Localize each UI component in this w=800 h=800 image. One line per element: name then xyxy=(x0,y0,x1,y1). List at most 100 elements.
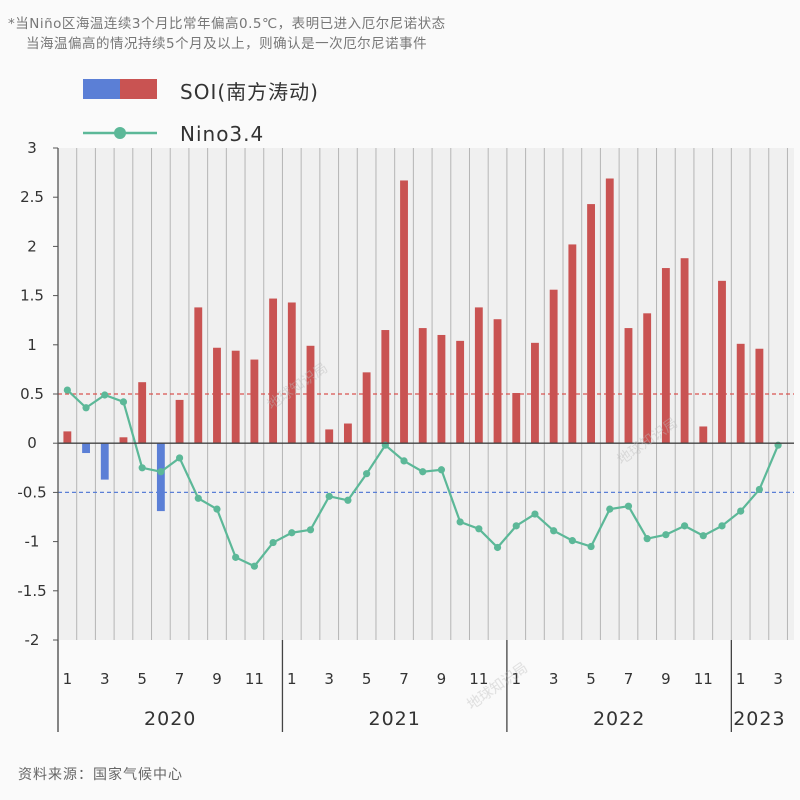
x-tick-label: 9 xyxy=(437,670,447,688)
y-tick-label: 0.5 xyxy=(20,385,44,403)
y-tick-label: 2 xyxy=(27,237,37,255)
x-tick-label: 3 xyxy=(549,670,559,688)
nino34-point xyxy=(269,538,277,547)
soi-bar xyxy=(624,328,633,444)
nino34-point xyxy=(325,492,333,500)
year-label: 2021 xyxy=(368,708,420,730)
soi-bar xyxy=(231,350,240,444)
soi-bar xyxy=(456,340,465,444)
x-tick-label: 1 xyxy=(736,670,746,688)
soi-bar xyxy=(512,393,521,444)
soi-bar xyxy=(82,443,90,454)
soi-bar xyxy=(474,307,483,444)
footnote-line-2: 当海温偏高的情况持续5个月及以上，则确认是一次厄尔尼诺事件 xyxy=(26,36,428,52)
soi-bar xyxy=(381,330,390,444)
soi-bar xyxy=(119,437,128,444)
nino34-point xyxy=(475,525,483,533)
x-tick-label: 9 xyxy=(212,670,222,688)
soi-bar xyxy=(213,347,221,444)
x-tick-label: 1 xyxy=(511,670,521,688)
soi-bar xyxy=(63,431,72,444)
soi-bar xyxy=(269,298,278,444)
x-tick-label: 5 xyxy=(137,670,147,688)
soi-bar xyxy=(568,244,577,444)
nino34-point xyxy=(82,404,90,412)
nino34-point xyxy=(699,532,707,540)
nino34-point xyxy=(531,510,539,518)
soi-bar xyxy=(437,334,446,444)
legend-soi-negative-swatch xyxy=(83,79,120,99)
nino34-point xyxy=(419,468,427,476)
soi-bar xyxy=(362,372,371,444)
nino34-point xyxy=(718,522,726,530)
nino34-point xyxy=(306,526,315,534)
nino34-point xyxy=(250,562,258,570)
legend-soi-positive-swatch xyxy=(120,79,157,99)
y-tick-label: -2 xyxy=(25,631,40,649)
year-label: 2023 xyxy=(733,708,785,730)
soi-bar xyxy=(587,204,595,444)
soi-bar xyxy=(493,319,502,444)
legend-nino-label: Nino3.4 xyxy=(180,122,265,146)
soi-bar xyxy=(287,302,296,444)
nino34-point xyxy=(624,502,633,510)
nino34-point xyxy=(157,468,165,476)
y-tick-label: -0.5 xyxy=(17,483,46,501)
nino34-point xyxy=(363,470,371,478)
x-tick-label: 7 xyxy=(399,670,409,688)
x-tick-label: 11 xyxy=(694,670,713,688)
nino34-point xyxy=(643,535,651,543)
soi-bar xyxy=(325,429,334,444)
nino34-point xyxy=(606,505,614,513)
y-tick-label: 1 xyxy=(27,336,37,354)
nino34-point xyxy=(493,543,502,552)
y-tick-label: 1.5 xyxy=(20,287,44,305)
y-tick-label: 2.5 xyxy=(20,188,44,206)
soi-bar xyxy=(194,307,203,444)
nino34-point xyxy=(737,507,745,515)
nino34-point xyxy=(175,454,184,462)
soi-bar xyxy=(605,178,614,444)
soi-bar xyxy=(549,289,558,444)
soi-bar xyxy=(661,268,670,444)
nino34-point xyxy=(437,466,446,474)
soi-bar xyxy=(306,345,315,444)
soi-bar xyxy=(643,313,652,444)
x-tick-label: 1 xyxy=(63,670,73,688)
nino34-point xyxy=(400,457,408,465)
year-label: 2022 xyxy=(593,708,645,730)
footnote-line-1: *当Niño区海温连续3个月比常年偏高0.5℃，表明已进入厄尔尼诺状态 xyxy=(8,16,446,32)
x-tick-label: 1 xyxy=(287,670,297,688)
nino34-point xyxy=(680,522,689,530)
soi-bar xyxy=(531,342,539,444)
x-tick-label: 3 xyxy=(100,670,110,688)
nino34-point xyxy=(550,527,558,535)
nino34-point xyxy=(755,485,763,494)
x-tick-label: 3 xyxy=(324,670,334,688)
nino34-point xyxy=(194,494,202,502)
nino34-point xyxy=(456,518,464,526)
nino34-point xyxy=(288,529,296,537)
nino34-point xyxy=(138,464,146,472)
soi-bar xyxy=(418,328,427,444)
legend xyxy=(83,79,157,139)
soi-bar xyxy=(699,426,708,444)
nino34-point xyxy=(344,496,352,504)
year-label: 2020 xyxy=(144,708,196,730)
y-tick-label: -1.5 xyxy=(17,582,46,600)
x-tick-label: 11 xyxy=(469,670,488,688)
soi-bar xyxy=(175,399,184,444)
soi-bar xyxy=(343,423,352,444)
soi-bar xyxy=(736,343,745,444)
nino34-point xyxy=(101,391,109,399)
x-tick-label: 3 xyxy=(773,670,783,688)
nino34-point xyxy=(568,537,576,545)
soi-bar xyxy=(718,280,726,444)
nino34-point xyxy=(232,553,240,561)
nino34-point xyxy=(512,522,520,530)
nino34-point xyxy=(662,531,670,539)
soi-bar xyxy=(680,258,689,444)
x-tick-label: 7 xyxy=(175,670,185,688)
legend-soi-label: SOI(南方涛动) xyxy=(180,80,319,104)
x-tick-label: 11 xyxy=(245,670,264,688)
